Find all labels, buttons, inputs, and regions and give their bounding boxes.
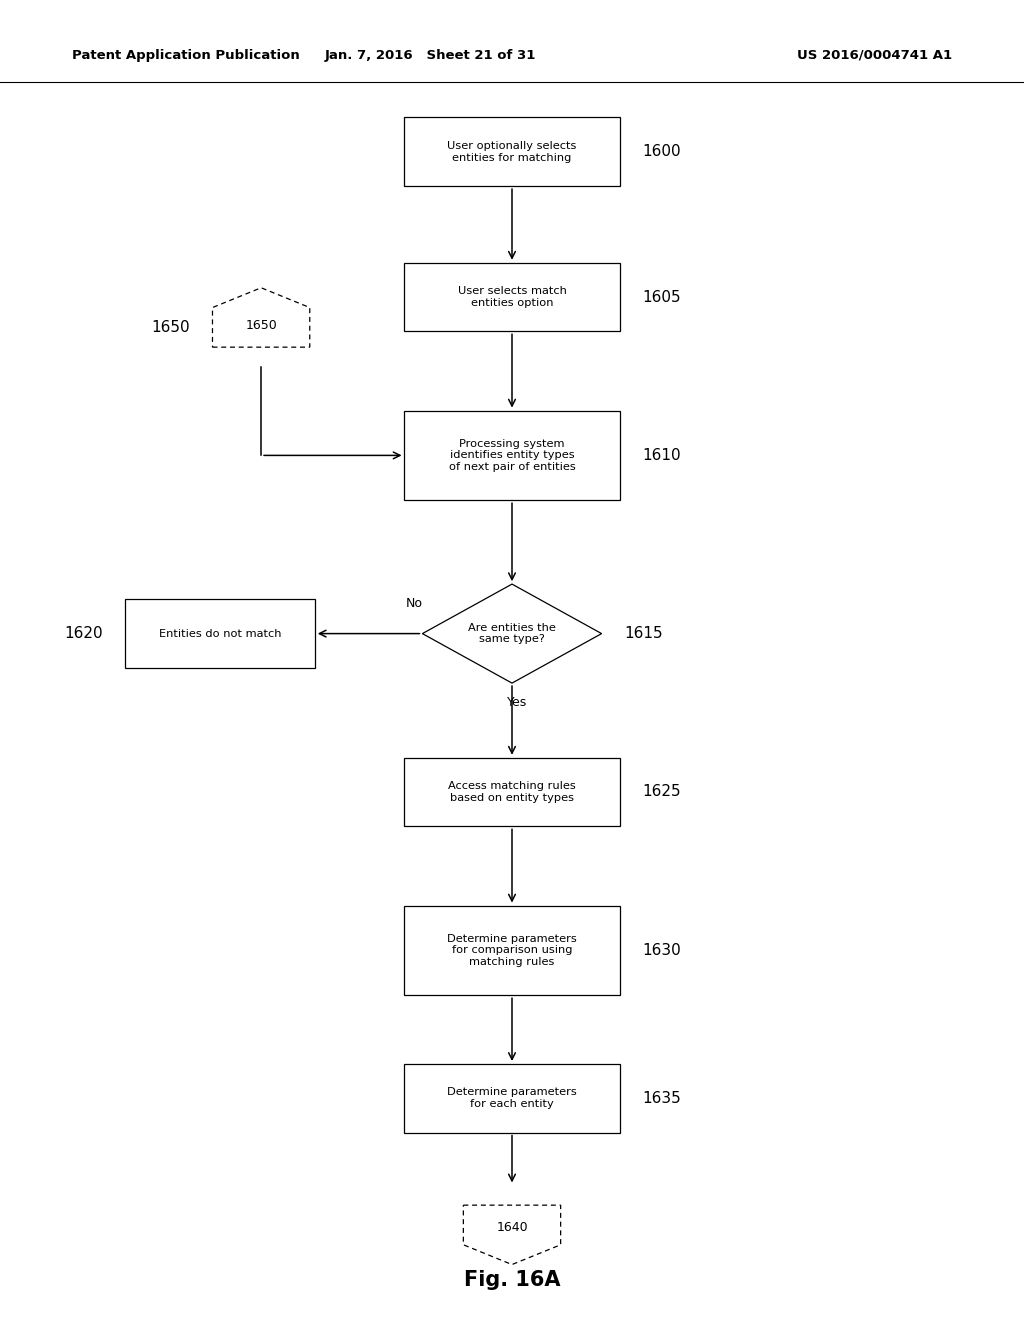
FancyBboxPatch shape xyxy=(404,411,620,500)
FancyBboxPatch shape xyxy=(404,906,620,995)
FancyBboxPatch shape xyxy=(404,758,620,826)
Text: User selects match
entities option: User selects match entities option xyxy=(458,286,566,308)
FancyBboxPatch shape xyxy=(125,599,315,668)
FancyBboxPatch shape xyxy=(404,117,620,186)
Polygon shape xyxy=(463,1205,561,1265)
Polygon shape xyxy=(213,288,309,347)
Text: 1625: 1625 xyxy=(642,784,681,800)
Text: 1615: 1615 xyxy=(625,626,663,642)
Text: US 2016/0004741 A1: US 2016/0004741 A1 xyxy=(798,49,952,62)
Text: Access matching rules
based on entity types: Access matching rules based on entity ty… xyxy=(449,781,575,803)
Text: Determine parameters
for comparison using
matching rules: Determine parameters for comparison usin… xyxy=(447,933,577,968)
Text: 1600: 1600 xyxy=(642,144,681,160)
Text: Fig. 16A: Fig. 16A xyxy=(464,1270,560,1291)
Text: Are entities the
same type?: Are entities the same type? xyxy=(468,623,556,644)
Text: 1635: 1635 xyxy=(642,1090,681,1106)
Text: User optionally selects
entities for matching: User optionally selects entities for mat… xyxy=(447,141,577,162)
Text: No: No xyxy=(406,597,423,610)
Text: 1630: 1630 xyxy=(642,942,681,958)
Text: 1640: 1640 xyxy=(497,1221,527,1234)
Text: Jan. 7, 2016   Sheet 21 of 31: Jan. 7, 2016 Sheet 21 of 31 xyxy=(325,49,536,62)
Text: Processing system
identifies entity types
of next pair of entities: Processing system identifies entity type… xyxy=(449,438,575,473)
FancyBboxPatch shape xyxy=(404,263,620,331)
Text: 1620: 1620 xyxy=(65,626,102,642)
Text: Determine parameters
for each entity: Determine parameters for each entity xyxy=(447,1088,577,1109)
Polygon shape xyxy=(422,583,602,682)
Text: 1650: 1650 xyxy=(152,319,190,335)
Text: Yes: Yes xyxy=(507,697,527,709)
Text: 1605: 1605 xyxy=(642,289,681,305)
FancyBboxPatch shape xyxy=(404,1064,620,1133)
Text: Patent Application Publication: Patent Application Publication xyxy=(72,49,299,62)
Text: 1610: 1610 xyxy=(642,447,681,463)
Text: Entities do not match: Entities do not match xyxy=(159,628,282,639)
Text: 1650: 1650 xyxy=(245,319,278,331)
